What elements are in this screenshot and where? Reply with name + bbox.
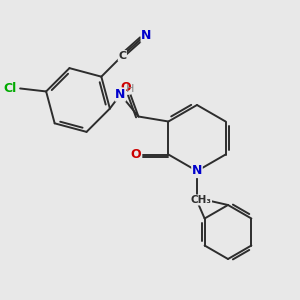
Text: C: C xyxy=(118,51,126,61)
Text: N: N xyxy=(115,88,126,101)
Text: O: O xyxy=(130,148,141,161)
Text: H: H xyxy=(126,85,135,94)
Text: O: O xyxy=(120,81,131,94)
Text: Cl: Cl xyxy=(4,82,17,95)
Text: N: N xyxy=(141,29,152,42)
Text: CH₃: CH₃ xyxy=(190,195,212,205)
Text: N: N xyxy=(192,164,202,178)
